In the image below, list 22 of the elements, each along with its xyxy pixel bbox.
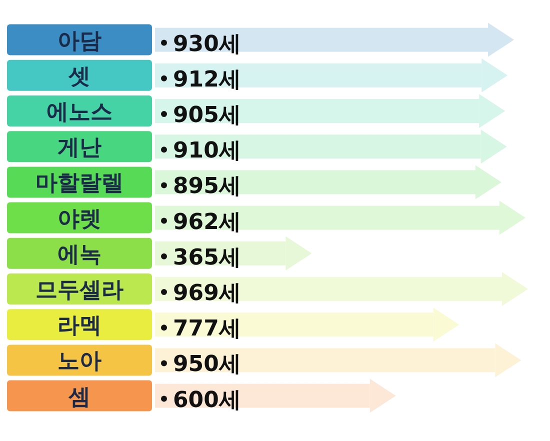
data-label: 912세 bbox=[173, 67, 241, 92]
y-tick-label: 야렛 bbox=[58, 206, 102, 232]
data-label: 969세 bbox=[173, 281, 241, 306]
data-label: 962세 bbox=[173, 210, 241, 235]
y-tick-label: 므두셀라 bbox=[36, 278, 124, 303]
y-tick-label: 에노스 bbox=[46, 100, 112, 125]
data-label: 950세 bbox=[173, 352, 241, 378]
data-label: 910세 bbox=[173, 138, 241, 164]
y-tick-label: 아담 bbox=[58, 28, 102, 54]
data-label: 930세 bbox=[173, 32, 241, 57]
y-tick-label: 라멕 bbox=[58, 314, 102, 339]
data-label: 905세 bbox=[173, 103, 241, 128]
data-label: 365세 bbox=[173, 245, 241, 270]
data-label: 777세 bbox=[173, 316, 241, 342]
y-tick-label: 게난 bbox=[58, 136, 102, 161]
y-tick-label: 에녹 bbox=[58, 242, 102, 268]
y-tick-label: 노아 bbox=[58, 349, 102, 374]
y-tick-label: 셈 bbox=[68, 384, 90, 410]
y-tick-label: 셋 bbox=[68, 64, 90, 90]
y-tick-label: 마할랄렐 bbox=[36, 171, 124, 196]
data-label: 600세 bbox=[173, 388, 241, 413]
data-label: 895세 bbox=[173, 174, 241, 200]
